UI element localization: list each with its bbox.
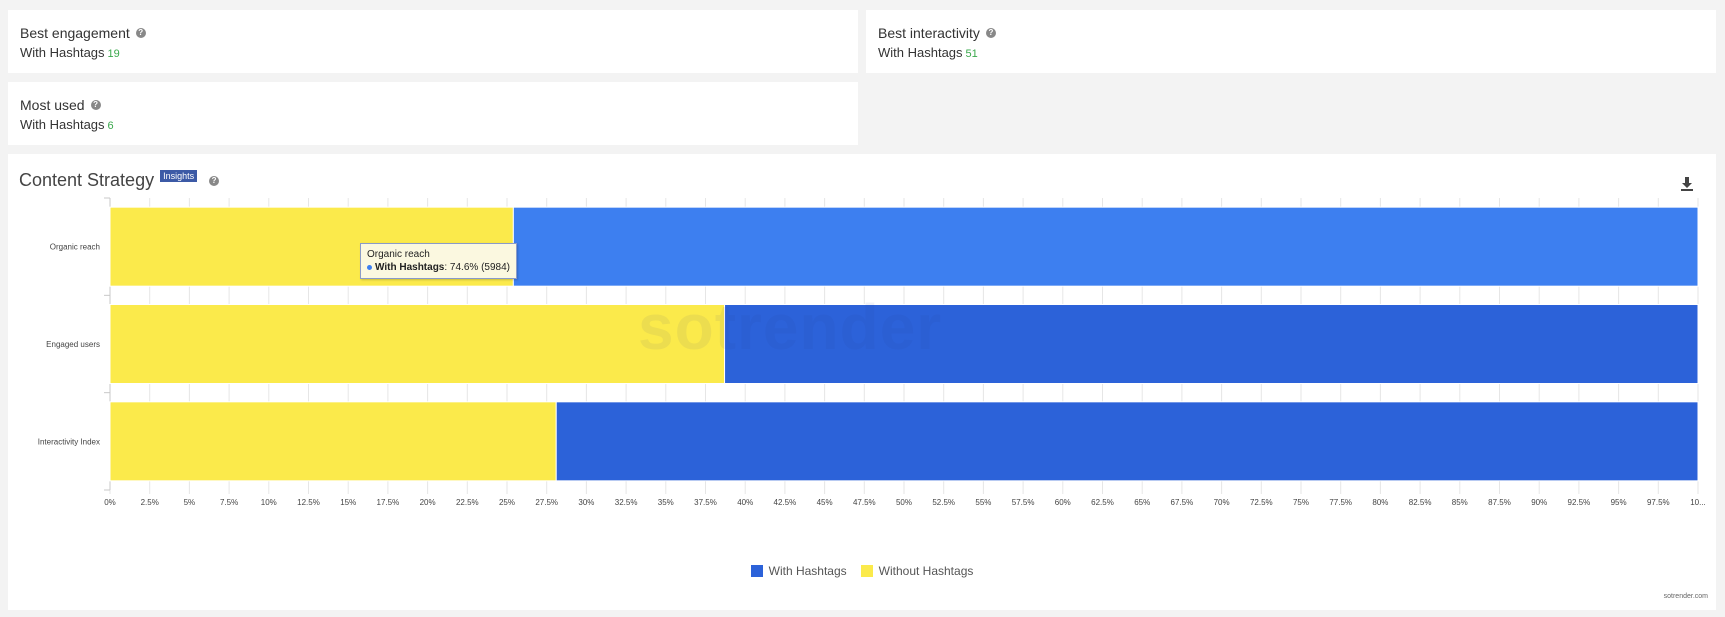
best-engagement-title: Best engagement ?	[20, 25, 146, 41]
x-tick-label: 10%	[261, 498, 277, 507]
x-tick-label: 20%	[420, 498, 436, 507]
x-tick-label: 15%	[340, 498, 356, 507]
tooltip-series: With Hashtags	[375, 262, 445, 273]
most-used-card: Most used ? With Hashtags 6	[8, 82, 858, 145]
help-icon[interactable]: ?	[209, 175, 220, 186]
x-tick-label: 80%	[1372, 498, 1388, 507]
x-tick-label: 95%	[1611, 498, 1627, 507]
help-icon[interactable]: ?	[90, 100, 101, 110]
x-tick-label: 82.5%	[1409, 498, 1432, 507]
best-interactivity-number: 51	[965, 48, 978, 60]
x-tick-label: 27.5%	[535, 498, 558, 507]
sotrender-watermark: sotrender	[638, 291, 943, 363]
bar-with-hashtags-1	[724, 304, 1699, 384]
legend-item-with-hashtags[interactable]: With Hashtags	[750, 564, 847, 578]
best-interactivity-value: With Hashtags 51	[878, 45, 978, 60]
x-tick-label: 92.5%	[1568, 498, 1591, 507]
x-tick-label: 90%	[1531, 498, 1547, 507]
most-used-value: With Hashtags 6	[20, 117, 114, 132]
x-tick-label: 65%	[1134, 498, 1150, 507]
tooltip-title: Organic reach	[367, 249, 430, 260]
bar-without-hashtags-2	[109, 401, 557, 482]
best-interactivity-title: Best interactivity ?	[878, 25, 996, 41]
x-tick-label: 5%	[184, 498, 196, 507]
category-label: Interactivity Index	[38, 437, 100, 446]
most-used-label: With Hashtags	[20, 117, 105, 132]
category-label: Engaged users	[46, 340, 100, 349]
best-engagement-label: With Hashtags	[20, 45, 105, 60]
chart-legend: With Hashtags Without Hashtags	[8, 564, 1716, 578]
x-tick-label: 87.5%	[1488, 498, 1511, 507]
x-tick-label: 40%	[737, 498, 753, 507]
x-tick-label: 2.5%	[141, 498, 159, 507]
x-tick-label: 77.5%	[1329, 498, 1352, 507]
tooltip-row: With Hashtags: 74.6% (5984)	[367, 261, 510, 274]
best-engagement-value: With Hashtags 19	[20, 45, 120, 60]
x-tick-label: 32.5%	[615, 498, 638, 507]
x-tick-label: 22.5%	[456, 498, 479, 507]
x-tick-label: 7.5%	[220, 498, 238, 507]
content-strategy-title-text: Content Strategy	[19, 170, 155, 190]
x-tick-label: 17.5%	[377, 498, 400, 507]
bar-without-hashtags-1	[109, 304, 726, 384]
x-tick-label: 35%	[658, 498, 674, 507]
bar-with-hashtags-2	[555, 401, 1699, 482]
x-tick-label: 25%	[499, 498, 515, 507]
tooltip-value: : 74.6% (5984)	[444, 262, 510, 273]
most-used-title: Most used ?	[20, 97, 101, 113]
x-tick-label: 55%	[975, 498, 991, 507]
category-label: Organic reach	[50, 243, 100, 252]
x-tick-label: 85%	[1452, 498, 1468, 507]
help-icon[interactable]: ?	[985, 28, 996, 38]
help-icon[interactable]: ?	[135, 28, 146, 38]
content-strategy-title: Content Strategy Insights ?	[19, 169, 220, 191]
most-used-title-text: Most used	[20, 97, 85, 113]
best-engagement-card: Best engagement ? With Hashtags 19	[8, 10, 858, 73]
x-tick-label: 50%	[896, 498, 912, 507]
content-strategy-chart: Organic reach Engaged users Interactivity …	[38, 197, 1706, 507]
legend-label-with-hashtags: With Hashtags	[768, 564, 847, 578]
x-tick-label: 97.5%	[1647, 498, 1670, 507]
content-strategy-panel: Content Strategy Insights ? Organic reac…	[8, 154, 1716, 610]
download-icon[interactable]	[1680, 176, 1694, 192]
chart-tooltip: Organic reach With Hashtags: 74.6% (5984…	[360, 243, 517, 279]
x-tick-label: 10...	[1690, 498, 1706, 507]
legend-swatch-with-hashtags	[750, 565, 763, 577]
x-tick-label: 47.5%	[853, 498, 876, 507]
best-interactivity-card: Best interactivity ? With Hashtags 51	[866, 10, 1716, 73]
x-tick-label: 30%	[578, 498, 594, 507]
x-tick-label: 67.5%	[1171, 498, 1194, 507]
x-tick-label: 57.5%	[1012, 498, 1035, 507]
best-interactivity-label: With Hashtags	[878, 45, 963, 60]
x-tick-label: 62.5%	[1091, 498, 1114, 507]
best-engagement-number: 19	[107, 48, 120, 60]
most-used-number: 6	[107, 120, 114, 132]
x-tick-label: 37.5%	[694, 498, 717, 507]
best-engagement-title-text: Best engagement	[20, 25, 130, 41]
insights-badge: Insights	[160, 169, 198, 182]
sotrender-credit: sotrender.com	[1663, 593, 1708, 600]
x-tick-label: 52.5%	[932, 498, 955, 507]
x-tick-label: 0%	[104, 498, 116, 507]
x-tick-label: 72.5%	[1250, 498, 1273, 507]
x-tick-label: 12.5%	[297, 498, 320, 507]
best-interactivity-title-text: Best interactivity	[878, 25, 980, 41]
x-tick-label: 42.5%	[774, 498, 797, 507]
legend-label-without-hashtags: Without Hashtags	[878, 564, 974, 578]
x-tick-label: 60%	[1055, 498, 1071, 507]
x-tick-label: 70%	[1214, 498, 1230, 507]
bar-with-hashtags-0	[512, 206, 1699, 287]
legend-item-without-hashtags[interactable]: Without Hashtags	[860, 564, 974, 578]
x-tick-label: 45%	[817, 498, 833, 507]
x-tick-label: 75%	[1293, 498, 1309, 507]
legend-swatch-without-hashtags	[860, 565, 873, 577]
series-dot-icon	[367, 264, 372, 270]
